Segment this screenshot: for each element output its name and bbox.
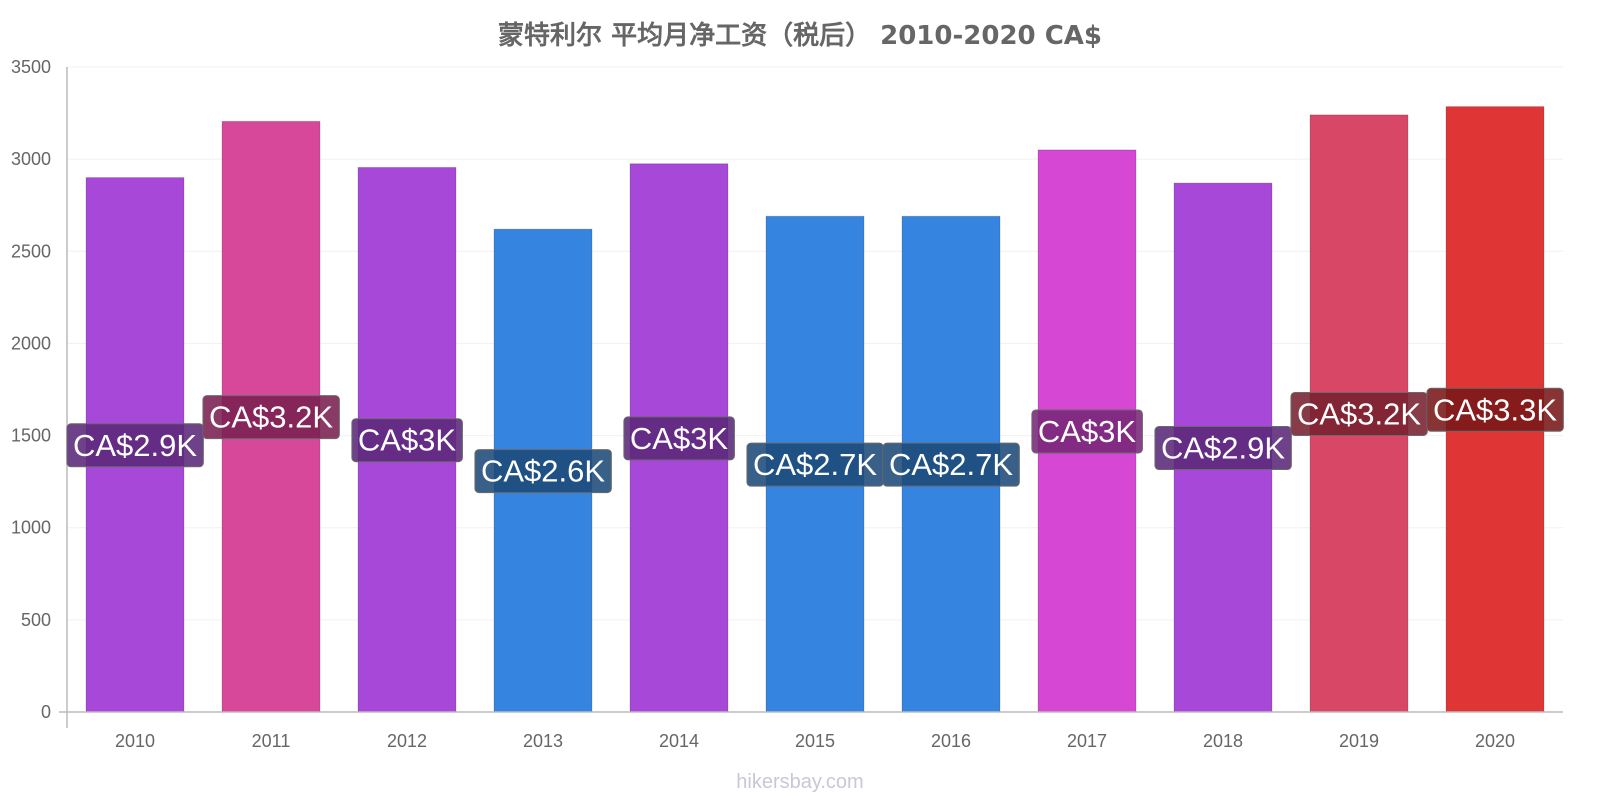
data-label-badge (1031, 409, 1143, 454)
y-tick-label: 1000 (11, 518, 51, 538)
data-label-2014: CA$3K (623, 416, 735, 461)
x-tick-label: 2019 (1339, 731, 1379, 751)
data-label-text: CA$2.9K (1161, 431, 1285, 466)
y-tick-label: 1500 (11, 426, 51, 446)
data-label-text: CA$3K (1038, 414, 1137, 449)
y-tick-label: 3500 (11, 57, 51, 77)
y-tick-label: 2500 (11, 241, 51, 261)
data-label-text: CA$3.2K (209, 400, 333, 435)
data-label-badge (623, 416, 735, 461)
y-tick-label: 0 (41, 702, 51, 722)
x-tick-label: 2018 (1203, 731, 1243, 751)
x-tick-label: 2013 (523, 731, 563, 751)
data-label-text: CA$3.2K (1297, 396, 1421, 431)
x-tick-label: 2012 (387, 731, 427, 751)
y-tick-label: 500 (21, 610, 51, 630)
data-label-2018: CA$2.9K (1154, 426, 1292, 471)
x-tick-label: 2010 (115, 731, 155, 751)
data-label-badge (474, 449, 612, 494)
data-label-text: CA$3K (630, 421, 729, 456)
data-label-2015: CA$2.7K (746, 442, 884, 487)
data-label-badge (202, 395, 340, 440)
data-label-badge (66, 423, 204, 468)
data-labels: CA$2.9K CA$3.2K CA$3K CA$2.6K CA$3K CA$2.7K CA… (66, 387, 1564, 494)
data-label-badge (1154, 426, 1292, 471)
data-label-2013: CA$2.6K (474, 449, 612, 494)
y-tick-label: 2000 (11, 333, 51, 353)
data-label-2012: CA$3K (351, 418, 463, 463)
data-label-badge (351, 418, 463, 463)
x-tick-label: 2014 (659, 731, 699, 751)
data-label-text: CA$2.9K (73, 428, 197, 463)
data-label-badge (1426, 387, 1564, 432)
data-label-text: CA$2.6K (481, 454, 605, 489)
y-tick-label: 3000 (11, 149, 51, 169)
axes: 0 500 1000 1500 2000 2500 3000 3500 2010 2011 2012… (11, 57, 1563, 751)
data-label-2017: CA$3K (1031, 409, 1143, 454)
data-label-2020: CA$3.3K (1426, 387, 1564, 432)
data-label-text: CA$2.7K (889, 447, 1013, 482)
data-label-badge (882, 442, 1020, 487)
x-tick-label: 2011 (252, 731, 291, 751)
x-tick-label: 2015 (795, 731, 835, 751)
data-label-2016: CA$2.7K (882, 442, 1020, 487)
watermark: hikersbay.com (736, 771, 863, 793)
x-tick-label: 2016 (931, 731, 971, 751)
chart-title: 蒙特利尔 平均月净工资（税后） 2010-2020 CA$ (498, 20, 1102, 51)
data-label-2019: CA$3.2K (1290, 391, 1428, 436)
data-label-2010: CA$2.9K (66, 423, 204, 468)
data-label-2011: CA$3.2K (202, 395, 340, 440)
x-tick-label: 2020 (1475, 731, 1515, 751)
x-tick-label: 2017 (1067, 731, 1107, 751)
data-label-text: CA$3.3K (1433, 392, 1557, 427)
data-label-text: CA$2.7K (753, 447, 877, 482)
data-label-text: CA$3K (358, 423, 457, 458)
